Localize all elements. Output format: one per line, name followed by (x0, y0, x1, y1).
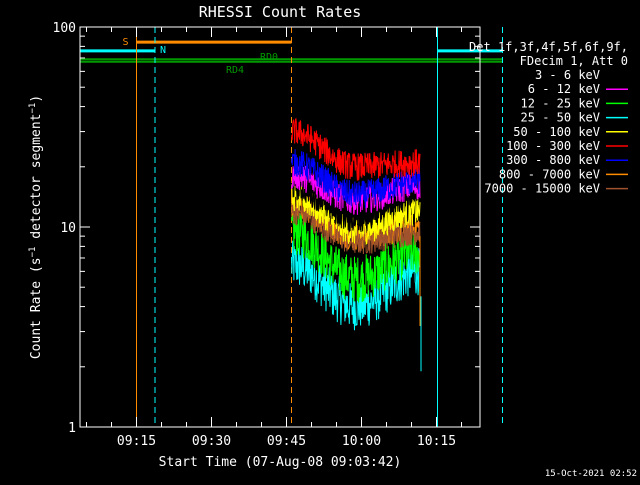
legend-header-line-1: Det 1f,3f,4f,5f,6f,9f, (469, 40, 628, 54)
label-rd0: RD0 (260, 52, 278, 63)
label-n: N (160, 45, 166, 56)
legend-label-6: 300 - 800 keV (506, 153, 600, 167)
x-axis: 09:15 09:30 09:45 10:00 10:15 (86, 27, 462, 449)
label-rd4: RD4 (226, 65, 244, 76)
x-tick-label: 10:15 (417, 434, 456, 449)
x-tick-label: 10:00 (342, 434, 381, 449)
series-line-1 (291, 162, 421, 215)
legend-label-0: 3 - 6 keV (535, 68, 600, 82)
x-tick-label: 09:30 (192, 434, 231, 449)
legend-header-line-2: FDecim 1, Att 0 (520, 54, 628, 68)
series-line-6 (291, 149, 421, 208)
series-group (291, 117, 422, 372)
y-tick-label: 10 (60, 221, 76, 236)
legend-label-5: 100 - 300 keV (506, 139, 600, 153)
y-axis-label-sup1: −1 (28, 247, 38, 258)
y-axis-label: Count Rate (s−1 detector segment−1) (28, 95, 44, 359)
y-axis-label-main: Count Rate (s (29, 257, 44, 359)
series-line-2 (291, 208, 421, 303)
x-tick-label: 09:45 (267, 434, 306, 449)
legend-label-4: 50 - 100 keV (513, 125, 600, 139)
legend-label-8: 7000 - 15000 keV (484, 182, 600, 196)
annotations: S N RD0 RD4 (80, 27, 503, 427)
y-axis-label-end: ) (29, 95, 44, 103)
label-s: S (123, 37, 129, 48)
y-axis-label-sup2: −1 (28, 103, 38, 114)
legend-label-3: 25 - 50 keV (521, 111, 600, 125)
legend-label-1: 6 - 12 keV (528, 82, 600, 96)
legend-label-2: 12 - 25 keV (521, 96, 600, 110)
x-tick-label: 09:15 (117, 434, 156, 449)
legend: Det 1f,3f,4f,5f,6f,9f, FDecim 1, Att 0 3… (469, 40, 628, 196)
x-axis-label: Start Time (07-Aug-08 09:03:42) (159, 455, 402, 470)
series-line-5 (291, 117, 421, 181)
legend-label-7: 800 - 7000 keV (499, 167, 600, 181)
y-tick-label: 100 (53, 21, 76, 36)
y-tick-label: 1 (68, 421, 76, 436)
chart-title: RHESSI Count Rates (199, 3, 362, 21)
footer-timestamp: 15-Oct-2021 02:52 (545, 469, 637, 479)
y-axis-label-mid: detector segment (29, 114, 44, 247)
y-axis: 1 10 100 (53, 21, 480, 436)
series-line-3 (291, 240, 421, 331)
